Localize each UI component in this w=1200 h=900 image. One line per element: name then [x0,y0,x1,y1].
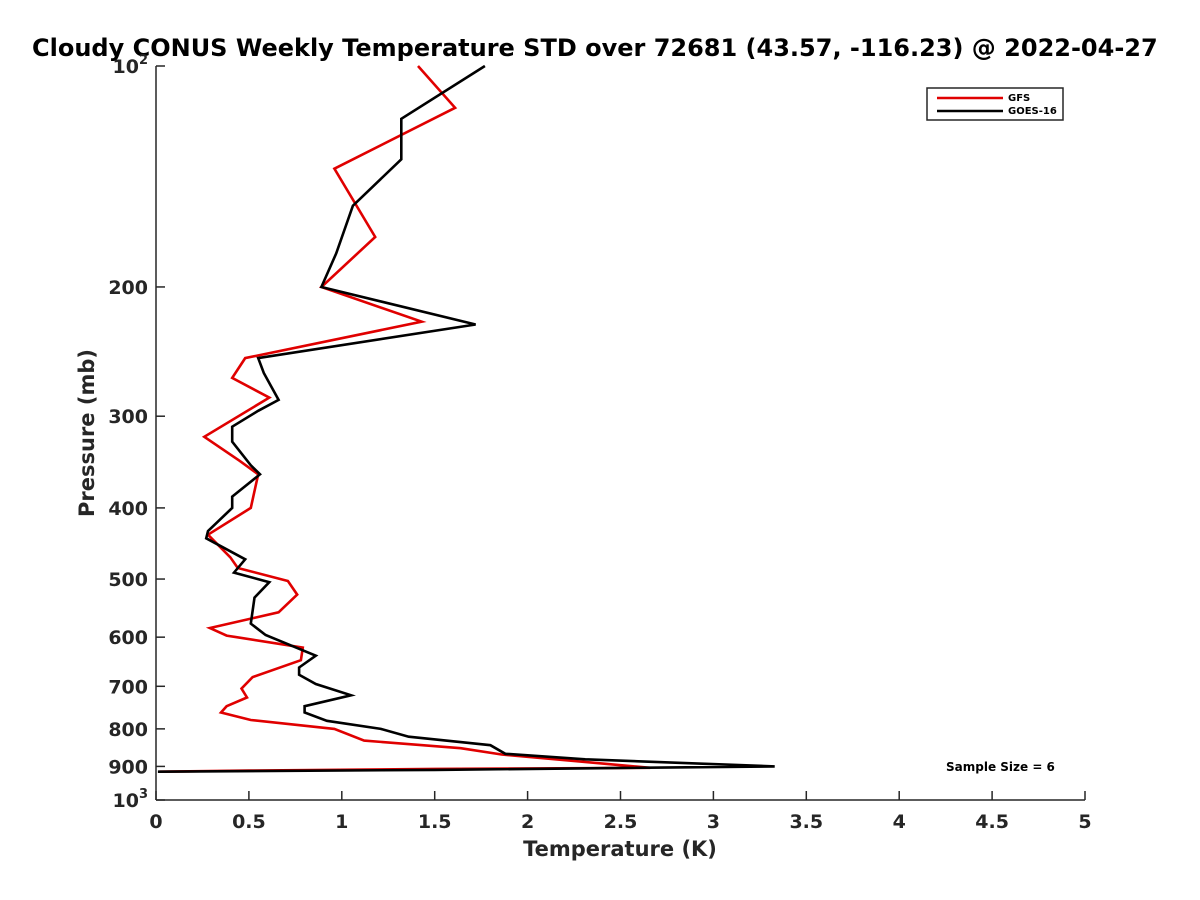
x-tick-label: 4.5 [975,811,1009,833]
x-tick-label: 4 [893,811,906,833]
y-tick-label: 103 [113,787,149,812]
x-ticks: 0 0.5 1 1.5 2 2.5 3 3.5 4 4.5 5 [149,791,1092,833]
x-tick-label: 1.5 [418,811,452,833]
y-axis-label: Pressure (mb) [75,349,99,517]
x-tick-label: 3.5 [789,811,823,833]
series-lines [157,64,775,773]
y-tick-label: 900 [108,756,148,778]
y-tick-label: 200 [108,277,148,299]
legend: GFS GOES-16 [926,87,1064,121]
x-axis-label: Temperature (K) [523,837,717,861]
series-line-gfs [159,65,651,773]
sample-size-annotation: Sample Size = 6 [946,760,1055,774]
legend-box [926,87,1064,121]
y-ticks: 102 200 300 400 500 600 700 800 900 103 [108,53,165,812]
y-tick-label: 300 [108,406,148,428]
x-tick-label: 2.5 [604,811,638,833]
x-tick-label: 2 [521,811,534,833]
plot-area: 0 0.5 1 1.5 2 2.5 3 3.5 4 4.5 5 102 200 300 400 500 600… [108,53,1091,833]
series-line-goes-16 [157,64,775,773]
legend-label-gfs: GFS [1008,93,1030,104]
legend-label-goes16: GOES-16 [1008,106,1057,117]
x-tick-label: 0.5 [232,811,266,833]
x-tick-label: 1 [335,811,348,833]
y-tick-label: 700 [108,676,148,698]
chart-title: Cloudy CONUS Weekly Temperature STD over… [32,34,1158,62]
y-tick-label: 400 [108,498,148,520]
x-tick-label: 5 [1078,811,1091,833]
x-tick-label: 0 [149,811,162,833]
y-tick-label: 102 [113,53,149,78]
x-tick-label: 3 [707,811,720,833]
y-tick-label: 600 [108,627,148,649]
y-tick-label: 800 [108,719,148,741]
y-tick-label: 500 [108,569,148,591]
